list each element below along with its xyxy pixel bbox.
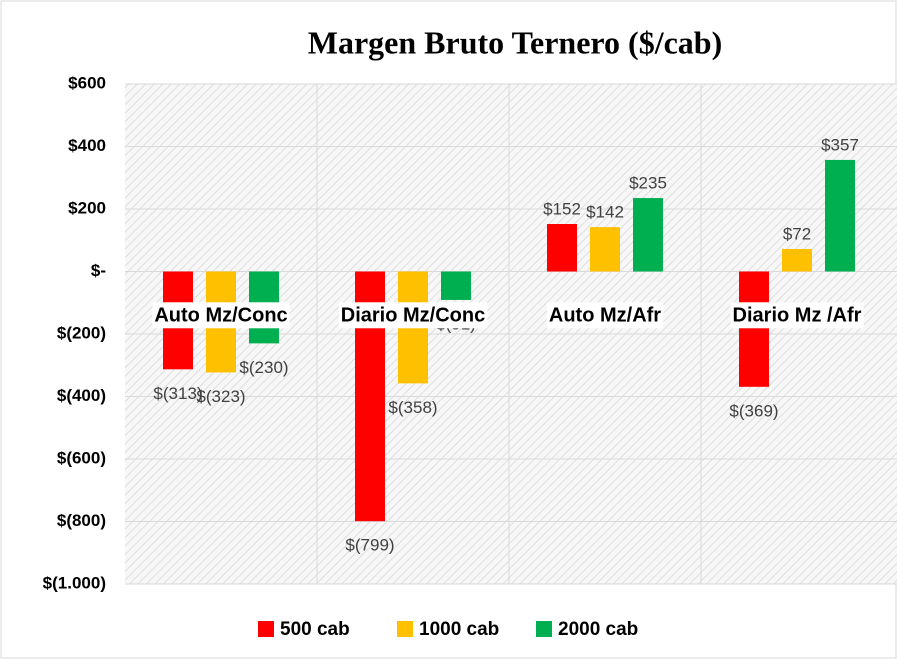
legend-swatch: [397, 621, 413, 637]
data-label: $(323): [196, 387, 245, 406]
y-tick-label: $-: [91, 261, 106, 280]
data-label: $72: [783, 224, 811, 243]
legend-swatch: [536, 621, 552, 637]
bar: [782, 249, 812, 272]
y-tick-label: $(600): [57, 448, 106, 467]
bar: [547, 224, 577, 272]
chart-title: Margen Bruto Ternero ($/cab): [308, 24, 722, 60]
bar: [441, 271, 471, 300]
y-tick-label: $(1.000): [43, 573, 106, 592]
legend-label: 1000 cab: [419, 619, 499, 640]
category-label-bg: [730, 302, 864, 329]
y-tick-label: $(200): [57, 323, 106, 342]
y-tick-label: $(800): [57, 511, 106, 530]
category-label-bg: [546, 302, 664, 329]
x-tick-label: Diario Mz/Conc: [341, 304, 485, 326]
bar: [633, 198, 663, 272]
legend-label: 2000 cab: [558, 619, 638, 640]
data-label: $(313): [153, 384, 202, 403]
y-tick-label: $400: [68, 136, 106, 155]
bar: [739, 271, 769, 387]
y-tick-label: $200: [68, 198, 106, 217]
x-tick-label: Auto Mz/Afr: [549, 304, 661, 326]
bar: [825, 159, 855, 272]
category-label-bg: [152, 302, 290, 329]
data-label: $(358): [388, 398, 437, 417]
data-label: $(369): [729, 401, 778, 420]
y-tick-label: $600: [68, 73, 106, 92]
legend-swatch: [258, 621, 274, 637]
data-label: $(799): [345, 536, 394, 555]
data-label: $(230): [239, 358, 288, 377]
data-label: $152: [543, 199, 581, 218]
x-tick-label: Diario Mz /Afr: [733, 304, 862, 326]
data-label: $142: [586, 203, 624, 222]
data-label: $357: [821, 135, 859, 154]
category-label-bg: [338, 302, 488, 329]
data-label: $235: [629, 174, 667, 193]
y-tick-label: $(400): [57, 386, 106, 405]
legend-label: 500 cab: [280, 619, 350, 640]
bar: [590, 227, 620, 272]
x-tick-label: Auto Mz/Conc: [154, 304, 287, 326]
